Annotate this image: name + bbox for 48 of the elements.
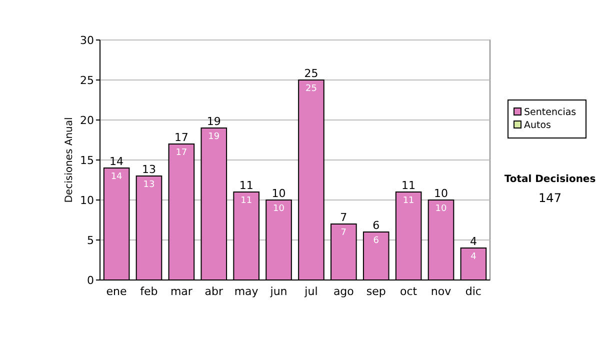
total-label: 25 — [304, 67, 318, 80]
y-tick-label: 30 — [80, 34, 94, 47]
y-tick-label: 0 — [87, 274, 94, 287]
total-label: 7 — [340, 211, 348, 224]
total-label: 10 — [272, 187, 286, 200]
total-label: 6 — [372, 219, 380, 232]
total-label: 11 — [239, 179, 254, 192]
data-label: 11 — [240, 196, 252, 206]
total-label: 14 — [110, 155, 124, 168]
x-tick-label: jul — [304, 285, 318, 298]
y-tick-label: 10 — [80, 194, 94, 207]
data-label: 17 — [176, 148, 188, 158]
total-label: 19 — [206, 115, 221, 128]
x-tick-label: may — [234, 285, 259, 298]
y-tick-label: 20 — [80, 114, 94, 127]
data-label: 11 — [402, 196, 414, 206]
data-label: 6 — [373, 236, 380, 246]
x-tick-label: nov — [430, 285, 452, 298]
x-tick-label: jun — [269, 285, 288, 298]
x-tick-label: abr — [204, 285, 224, 298]
data-label: 13 — [143, 180, 155, 190]
text: 147 — [538, 191, 562, 205]
data-label: 14 — [110, 172, 123, 182]
data-label: 4 — [470, 252, 477, 262]
y-tick-label: 25 — [80, 74, 94, 87]
x-tick-label: mar — [170, 285, 193, 298]
total-label: 10 — [434, 187, 448, 200]
x-tick-label: sep — [366, 285, 386, 298]
total-label: 11 — [402, 179, 416, 192]
data-label: 10 — [273, 204, 285, 214]
x-tick-label: feb — [140, 285, 158, 298]
total-label: 13 — [142, 163, 156, 176]
x-tick-label: dic — [465, 285, 482, 298]
data-label: 10 — [435, 204, 448, 214]
total-label: 4 — [470, 235, 477, 248]
data-label: 7 — [340, 228, 347, 238]
x-tick-label: oct — [400, 285, 418, 298]
y-tick-label: 15 — [80, 154, 94, 167]
data-label: 19 — [208, 132, 220, 142]
x-tick-label: ago — [333, 285, 354, 298]
text: Total Decisiones — [504, 174, 596, 185]
total-label: 17 — [174, 131, 188, 144]
data-label: 25 — [305, 84, 317, 94]
x-tick-label: ene — [106, 285, 128, 298]
y-tick-label: 5 — [87, 234, 94, 247]
y-axis-title: Decisiones Anual — [64, 117, 75, 203]
legend-label: Sentencias — [524, 107, 576, 118]
legend-label: Autos — [524, 120, 552, 131]
